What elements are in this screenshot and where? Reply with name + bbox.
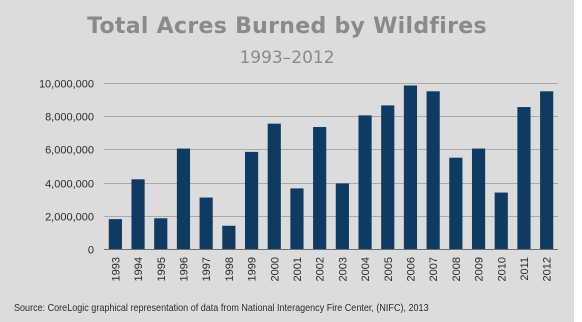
x-tick-label: 2011 xyxy=(519,257,531,281)
bars xyxy=(108,85,554,250)
y-tick-label: 2,000,000 xyxy=(45,212,94,224)
x-tick-label: 2007 xyxy=(428,257,440,281)
bar-2003 xyxy=(335,183,349,249)
y-tick-label: 6,000,000 xyxy=(45,145,94,157)
bar-2008 xyxy=(449,157,463,249)
y-tick-label: 8,000,000 xyxy=(45,112,94,124)
x-tick-label: 2012 xyxy=(542,257,554,281)
bar-1994 xyxy=(131,179,145,249)
y-tick-label: 0 xyxy=(88,245,94,257)
x-tick-label: 1993 xyxy=(110,257,122,281)
x-axis-ticks: 1993 1994 1995 1996 1997 1998 1999 2000 2001 2002… xyxy=(110,257,553,281)
y-axis-ticks: 0 2,000,000 4,000,000 6,000,000 8,000,000 10,… xyxy=(39,79,94,257)
bar-2010 xyxy=(494,192,508,249)
chart-subtitle: 1993–2012 xyxy=(239,48,335,68)
x-tick-label: 2003 xyxy=(337,257,349,281)
x-tick-label: 2010 xyxy=(496,257,508,281)
bar-2002 xyxy=(313,126,327,249)
bar-2011 xyxy=(517,107,531,249)
chart-title: Total Acres Burned by Wildfires xyxy=(87,14,487,39)
x-tick-label: 1995 xyxy=(156,257,168,281)
x-tick-label: 1997 xyxy=(201,257,213,281)
y-tick-label: 4,000,000 xyxy=(45,179,94,191)
x-tick-label: 2006 xyxy=(405,257,417,281)
x-tick-label: 2005 xyxy=(383,257,395,281)
source-note: Source: CoreLogic graphical representati… xyxy=(14,302,429,314)
x-tick-label: 1996 xyxy=(178,257,190,281)
gridlines xyxy=(104,83,558,250)
bar-2006 xyxy=(403,85,418,250)
x-tick-label: 2008 xyxy=(451,257,463,281)
bar-2012 xyxy=(540,91,554,249)
bar-chart: 0 2,000,000 4,000,000 6,000,000 8,000,000 10,… xyxy=(39,79,558,281)
bar-1996 xyxy=(176,148,191,249)
bar-1998 xyxy=(222,225,236,249)
bar-1995 xyxy=(154,218,168,249)
bar-2005 xyxy=(381,105,395,249)
bar-1999 xyxy=(244,151,259,249)
y-tick-label: 10,000,000 xyxy=(39,79,94,91)
x-tick-label: 1999 xyxy=(247,257,259,281)
bar-1993 xyxy=(108,219,122,249)
bar-2004 xyxy=(358,115,372,250)
bar-2001 xyxy=(290,188,304,249)
x-tick-label: 1994 xyxy=(133,257,145,281)
x-tick-label: 1998 xyxy=(224,257,236,281)
x-tick-label: 2002 xyxy=(315,257,327,281)
bar-2000 xyxy=(267,123,281,249)
x-tick-label: 2004 xyxy=(360,257,372,281)
bar-2009 xyxy=(471,148,486,249)
bar-2007 xyxy=(426,91,440,249)
x-tick-label: 2001 xyxy=(292,257,304,281)
x-tick-label: 2009 xyxy=(474,257,486,281)
bar-1997 xyxy=(199,197,213,249)
x-tick-label: 2000 xyxy=(269,257,281,281)
